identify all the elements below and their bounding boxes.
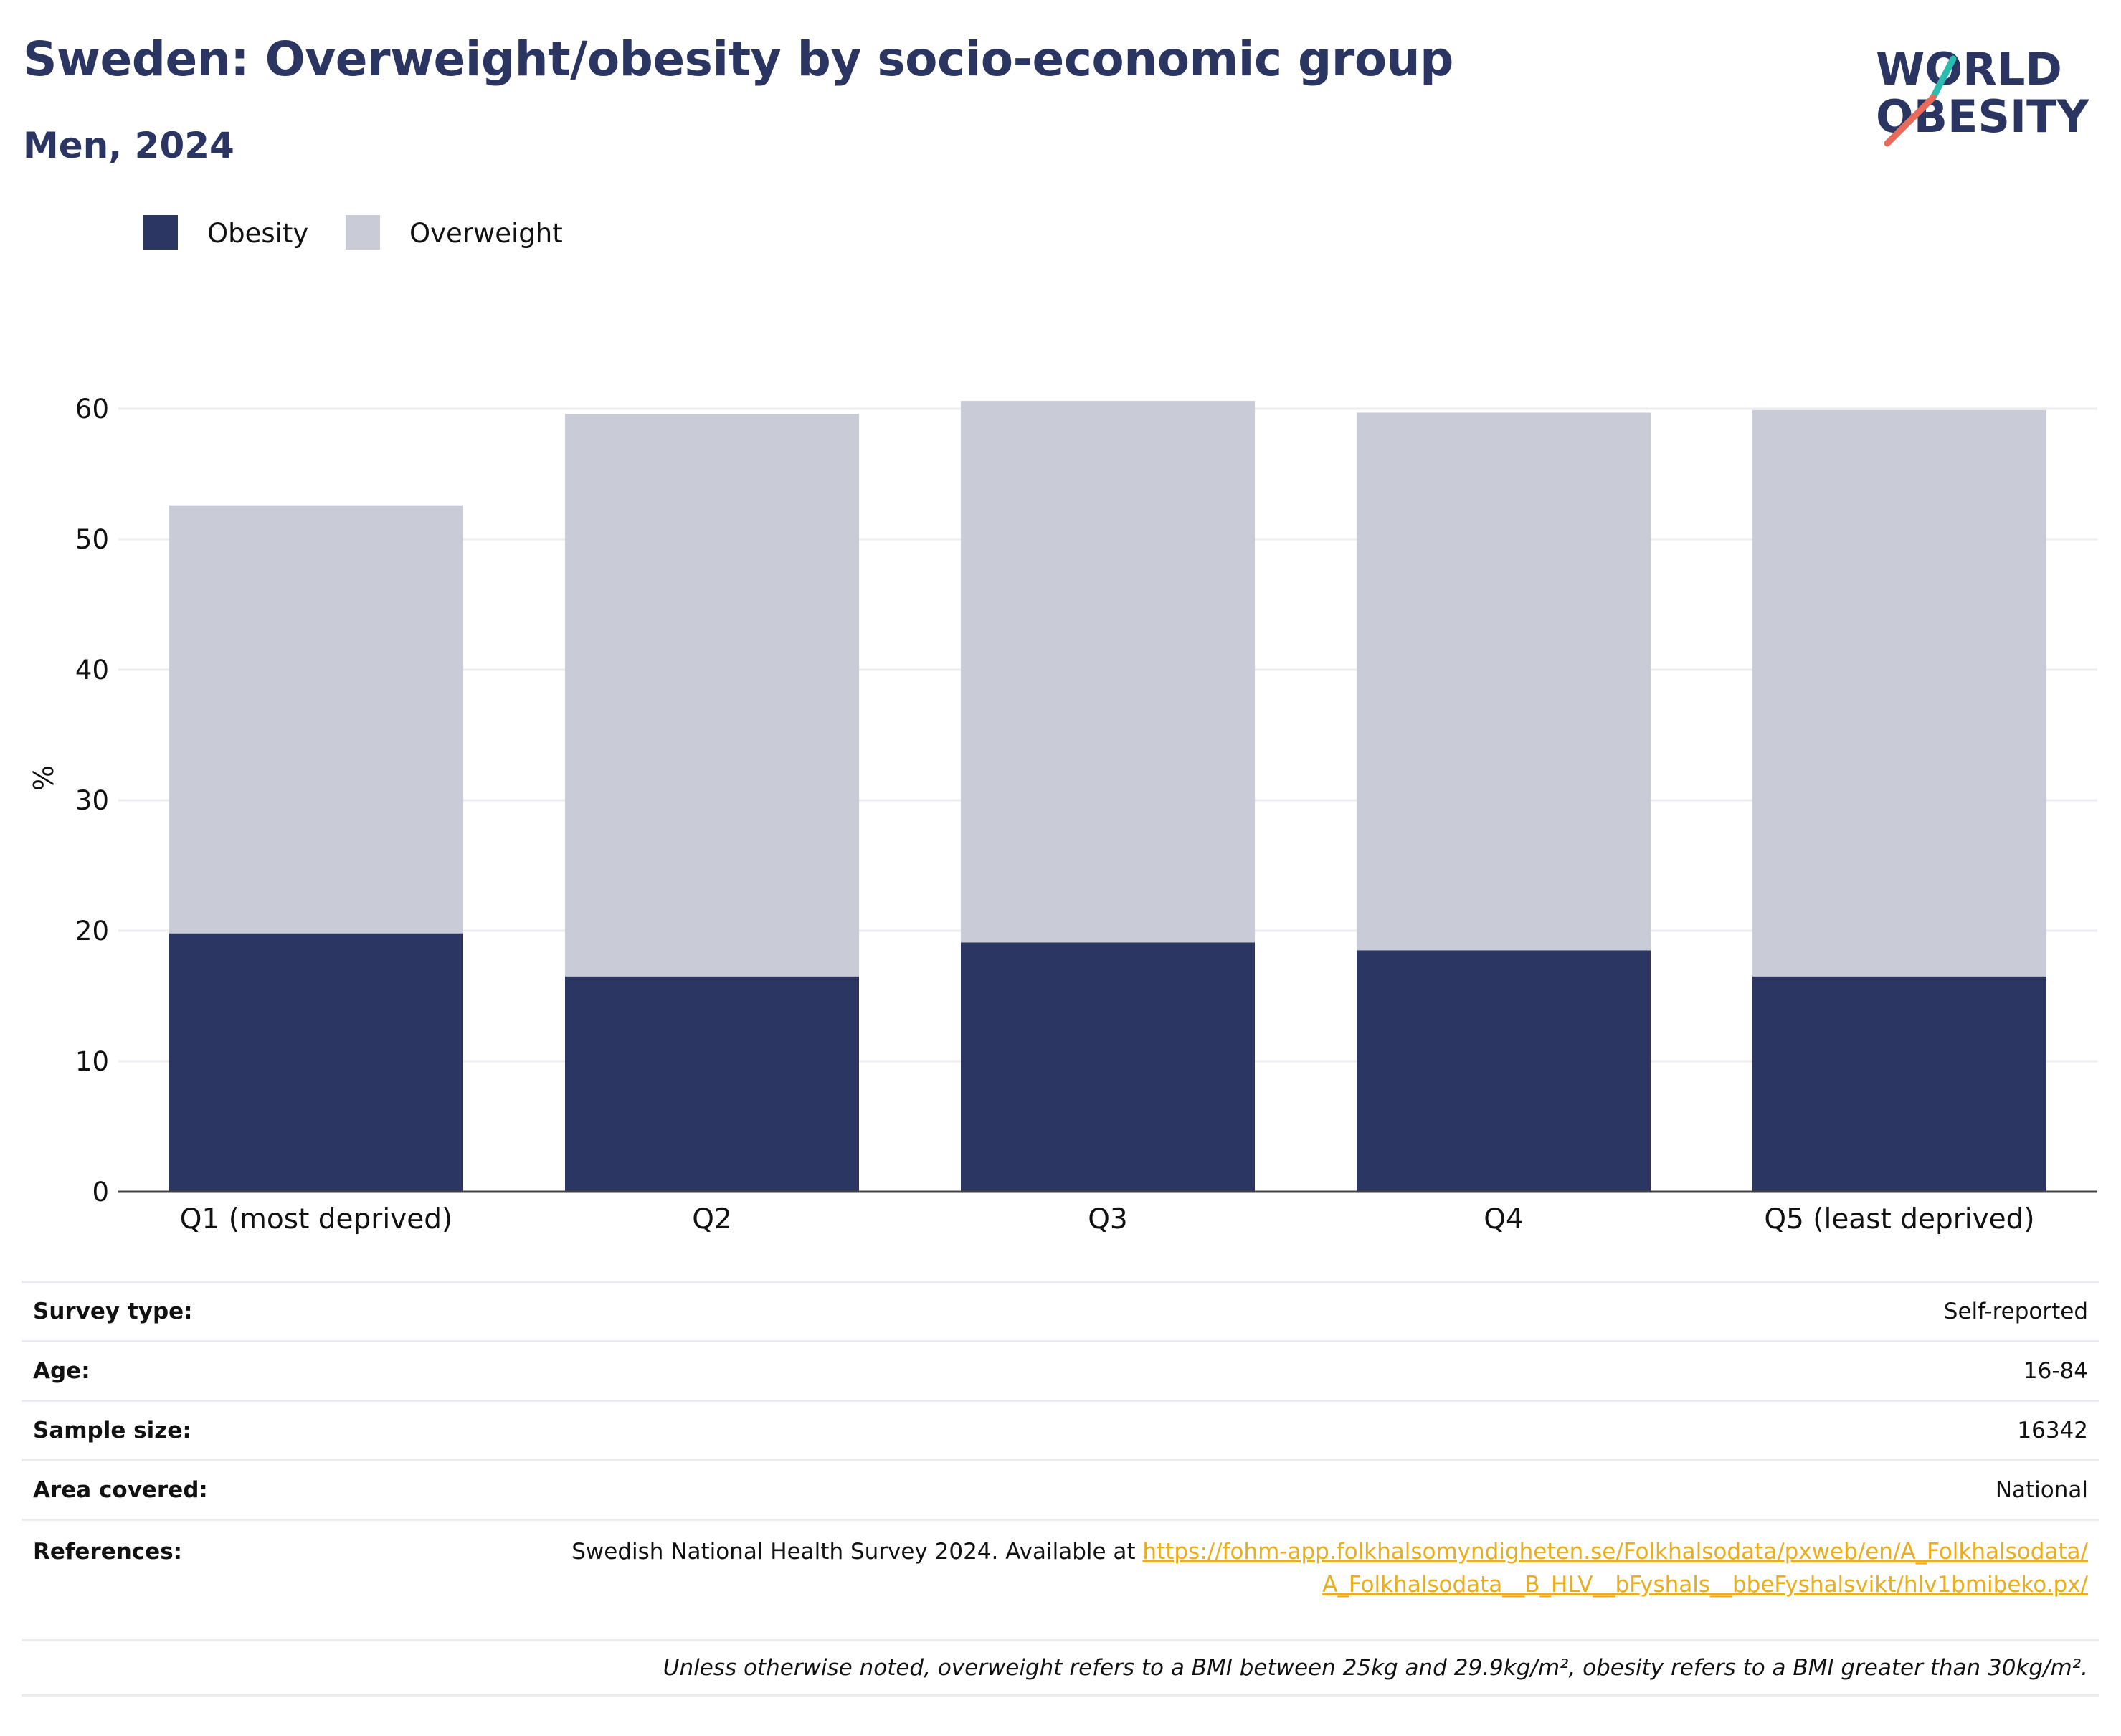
x-tick-label: Q1 (most deprived) [180,1203,452,1235]
sample-size-value: 16342 [2017,1418,2088,1443]
world-obesity-logo: WORLD OBESITY [1876,43,2089,147]
bmi-definition-note: Unless otherwise noted, overweight refer… [22,1639,2099,1697]
stacked-bar-chart: Obesity Overweight 0 10 20 30 40 50 60 Q1 (most… [28,215,2097,1235]
logo-slash-coral [1884,94,1937,147]
legend-label-overweight: Overweight [409,218,563,249]
references-label: References: [33,1539,183,1565]
info-row-sample-size: Sample size: 16342 [22,1400,2099,1459]
survey-info-table: Survey type: Self-reported Age: 16-84 Sa… [22,1281,2099,1697]
bars [118,401,2097,1193]
y-tick-label: 60 [75,394,109,424]
y-axis-label: % [28,765,60,791]
age-value: 16-84 [2023,1358,2088,1384]
x-tick-label: Q4 [1484,1203,1524,1235]
info-row-area: Area covered: National [22,1459,2099,1519]
bar-obesity-3 [961,942,1255,1192]
area-label: Area covered: [33,1477,208,1503]
bar-overweight-1 [169,505,463,934]
bar-obesity-5 [1752,976,2046,1192]
age-label: Age: [33,1358,90,1384]
y-axis-ticks: 0 10 20 30 40 50 60 [75,394,109,1208]
legend-label-obesity: Obesity [207,218,308,249]
y-tick-label: 0 [92,1177,109,1208]
references-text: Swedish National Health Survey 2024. Ava… [571,1539,1143,1565]
bar-overweight-5 [1752,409,2046,977]
chart-title: Sweden: Overweight/obesity by socio-econ… [23,32,1453,87]
x-axis-ticks: Q1 (most deprived) Q2 Q3 Q4 Q5 (least depriv… [180,1203,2035,1235]
bar-obesity-4 [1357,950,1651,1192]
x-tick-label: Q2 [692,1203,732,1235]
logo-line-obesity: OBESITY [1876,90,2089,143]
y-tick-label: 40 [75,655,109,686]
x-tick-label: Q3 [1088,1203,1128,1235]
bar-overweight-2 [565,414,859,977]
y-tick-label: 30 [75,785,109,816]
y-tick-label: 20 [75,916,109,947]
bar-overweight-4 [1357,412,1651,951]
y-tick-label: 50 [75,524,109,555]
info-row-references: References: Swedish National Health Surv… [22,1519,2099,1639]
bar-obesity-2 [565,976,859,1192]
bar-obesity-1 [169,933,463,1192]
survey-type-label: Survey type: [33,1299,193,1324]
y-tick-label: 10 [75,1046,109,1077]
chart-subtitle: Men, 2024 [23,125,234,166]
references-value: Swedish National Health Survey 2024. Ava… [561,1535,2088,1601]
legend-swatch-overweight [346,215,380,250]
logo-line-world: WORLD [1876,43,2062,95]
survey-type-value: Self-reported [1943,1299,2088,1324]
info-row-survey-type: Survey type: Self-reported [22,1281,2099,1340]
legend-swatch-obesity [143,215,178,250]
chart-legend: Obesity Overweight [143,215,563,250]
x-tick-label: Q5 (least deprived) [1764,1203,2034,1235]
sample-size-label: Sample size: [33,1418,191,1443]
info-row-age: Age: 16-84 [22,1340,2099,1400]
bar-overweight-3 [961,401,1255,943]
logo-slash-teal [1930,55,1957,101]
references-link[interactable]: https://fohm-app.folkhalsomyndigheten.se… [1142,1539,2088,1598]
area-value: National [1995,1477,2088,1503]
